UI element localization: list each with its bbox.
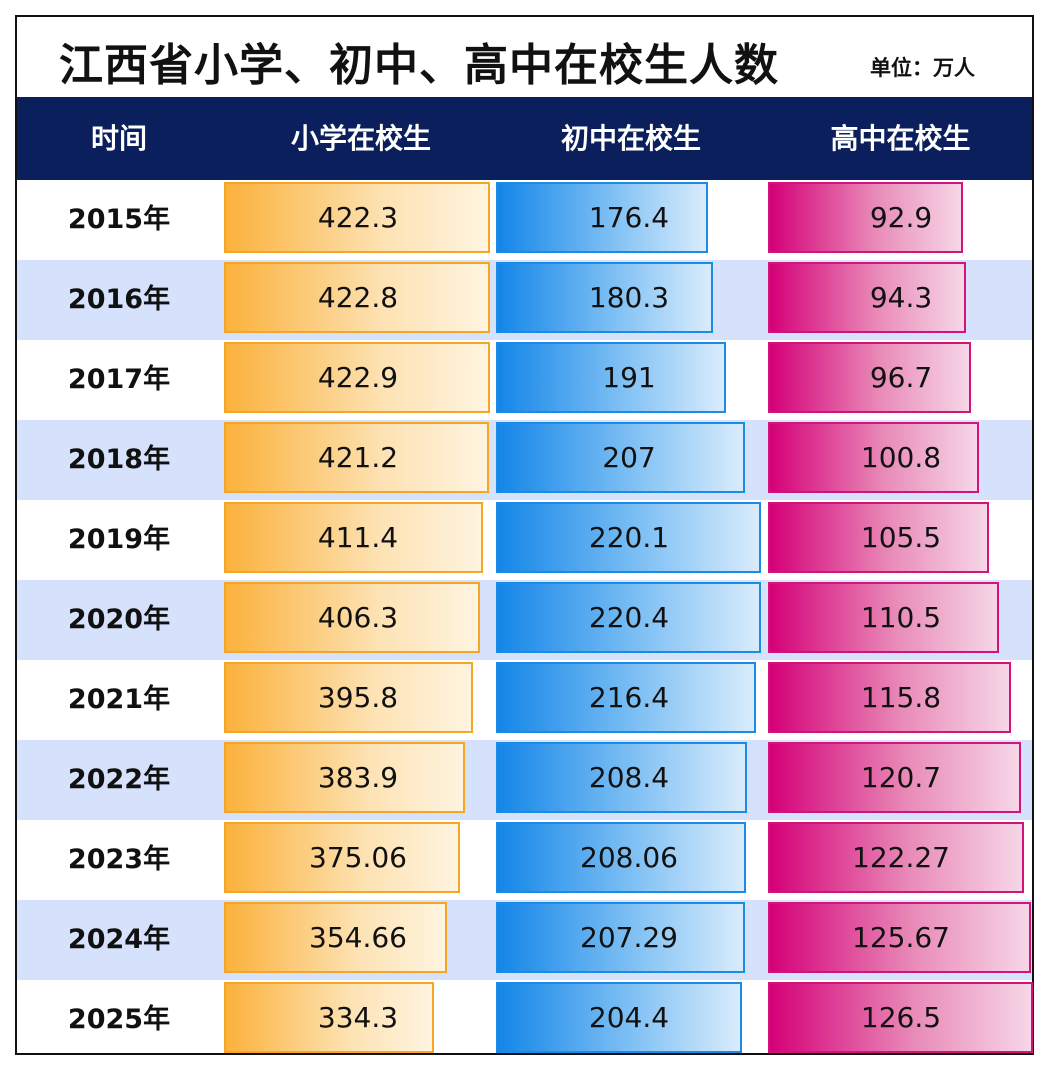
- year-label: 2017年: [67, 364, 171, 395]
- high-bar: [768, 422, 979, 493]
- title-row: 江西省小学、初中、高中在校生人数 单位：万人: [17, 17, 1032, 97]
- table-header: 时间 小学在校生 初中在校生 高中在校生: [17, 97, 1032, 180]
- middle-bar: [496, 182, 708, 253]
- header-middle: 初中在校生: [560, 122, 701, 155]
- year-label: 2015年: [67, 204, 171, 235]
- table-row: 2016年 422.8 180.3 94.3: [17, 260, 1032, 340]
- year-label: 2021年: [67, 684, 171, 715]
- middle-value-label: 204.4: [588, 1001, 670, 1034]
- primary-bar: [224, 662, 473, 733]
- high-value-label: 96.7: [869, 361, 933, 394]
- primary-value-label: 334.3: [317, 1001, 399, 1034]
- primary-bar: [224, 582, 480, 653]
- middle-value-label: 176.4: [588, 201, 670, 234]
- year-label: 2018年: [67, 444, 171, 475]
- middle-bar: [496, 342, 726, 413]
- table-row: 2020年 406.3 220.4 110.5: [17, 580, 1032, 660]
- year-label: 2022年: [67, 764, 171, 795]
- high-value-label: 115.8: [860, 681, 942, 714]
- table-row: 2023年 375.06 208.06 122.27: [17, 820, 1032, 900]
- middle-value-label: 191: [602, 361, 656, 394]
- middle-value-label: 207.29: [580, 921, 678, 954]
- primary-value-label: 406.3: [317, 601, 399, 634]
- primary-bar: [224, 182, 490, 253]
- header-high: 高中在校生: [830, 122, 971, 155]
- middle-value-label: 208.06: [580, 841, 678, 874]
- chart-frame: 江西省小学、初中、高中在校生人数 单位：万人 时间 小学在校生 初中在校生 高中…: [15, 15, 1034, 1055]
- primary-bar: [224, 902, 447, 973]
- high-value-label: 100.8: [860, 441, 942, 474]
- table-row: 2019年 411.4 220.1 105.5: [17, 500, 1032, 580]
- primary-value-label: 422.8: [317, 281, 399, 314]
- primary-bar: [224, 742, 465, 813]
- middle-bar: [496, 582, 761, 653]
- table-row: 2025年 334.3 204.4 126.5: [17, 980, 1033, 1060]
- primary-bar: [224, 982, 434, 1053]
- table-row: 2018年 421.2 207 100.8: [17, 420, 1032, 500]
- middle-value-label: 220.4: [588, 601, 670, 634]
- year-label: 2024年: [67, 924, 171, 955]
- high-bar: [768, 182, 963, 253]
- year-label: 2019年: [67, 524, 171, 555]
- middle-bar: [496, 662, 756, 733]
- high-bar: [768, 742, 1021, 813]
- year-label: 2020年: [67, 604, 171, 635]
- primary-value-label: 422.9: [317, 361, 399, 394]
- primary-value-label: 395.8: [317, 681, 399, 714]
- high-bar: [768, 662, 1011, 733]
- primary-value-label: 421.2: [317, 441, 399, 474]
- table-row: 2021年 395.8 216.4 115.8: [17, 660, 1032, 740]
- unit-label: 单位：万人: [870, 56, 975, 80]
- primary-bar: [224, 342, 490, 413]
- middle-bar: [496, 982, 742, 1053]
- high-value-label: 92.9: [869, 201, 933, 234]
- primary-bar: [224, 422, 489, 493]
- year-label: 2016年: [67, 284, 171, 315]
- high-bar: [768, 822, 1024, 893]
- table-row: 2022年 383.9 208.4 120.7: [17, 740, 1032, 820]
- middle-bar: [496, 742, 747, 813]
- high-bar: [768, 902, 1031, 973]
- middle-value-label: 216.4: [588, 681, 670, 714]
- high-bar: [768, 342, 971, 413]
- middle-bar: [496, 502, 761, 573]
- year-label: 2023年: [67, 844, 171, 875]
- high-bar: [768, 982, 1033, 1053]
- high-value-label: 126.5: [860, 1001, 942, 1034]
- high-bar: [768, 502, 989, 573]
- primary-bar: [224, 822, 460, 893]
- high-value-label: 94.3: [869, 281, 933, 314]
- primary-value-label: 354.66: [309, 921, 407, 954]
- primary-bar: [224, 262, 490, 333]
- high-bar: [768, 582, 999, 653]
- middle-value-label: 220.1: [588, 521, 670, 554]
- header-primary: 小学在校生: [290, 122, 431, 155]
- high-value-label: 125.67: [852, 921, 950, 954]
- middle-value-label: 180.3: [588, 281, 670, 314]
- middle-value-label: 208.4: [588, 761, 670, 794]
- table-row: 2024年 354.66 207.29 125.67: [17, 900, 1032, 980]
- middle-bar: [496, 902, 745, 973]
- chart-title: 江西省小学、初中、高中在校生人数: [59, 40, 779, 91]
- primary-value-label: 411.4: [317, 521, 399, 554]
- middle-bar: [496, 262, 713, 333]
- table-row: 2015年 422.3 176.4 92.9: [17, 180, 1032, 260]
- year-label: 2025年: [67, 1004, 171, 1035]
- high-value-label: 122.27: [852, 841, 950, 874]
- table-row: 2017年 422.9 191 96.7: [17, 340, 1032, 420]
- high-value-label: 110.5: [860, 601, 942, 634]
- header-time: 时间: [90, 122, 147, 155]
- primary-value-label: 383.9: [317, 761, 399, 794]
- primary-bar: [224, 502, 483, 573]
- middle-value-label: 207: [602, 441, 656, 474]
- high-value-label: 120.7: [860, 761, 942, 794]
- primary-value-label: 422.3: [317, 201, 399, 234]
- middle-bar: [496, 422, 745, 493]
- middle-bar: [496, 822, 746, 893]
- high-bar: [768, 262, 966, 333]
- primary-value-label: 375.06: [309, 841, 407, 874]
- high-value-label: 105.5: [860, 521, 942, 554]
